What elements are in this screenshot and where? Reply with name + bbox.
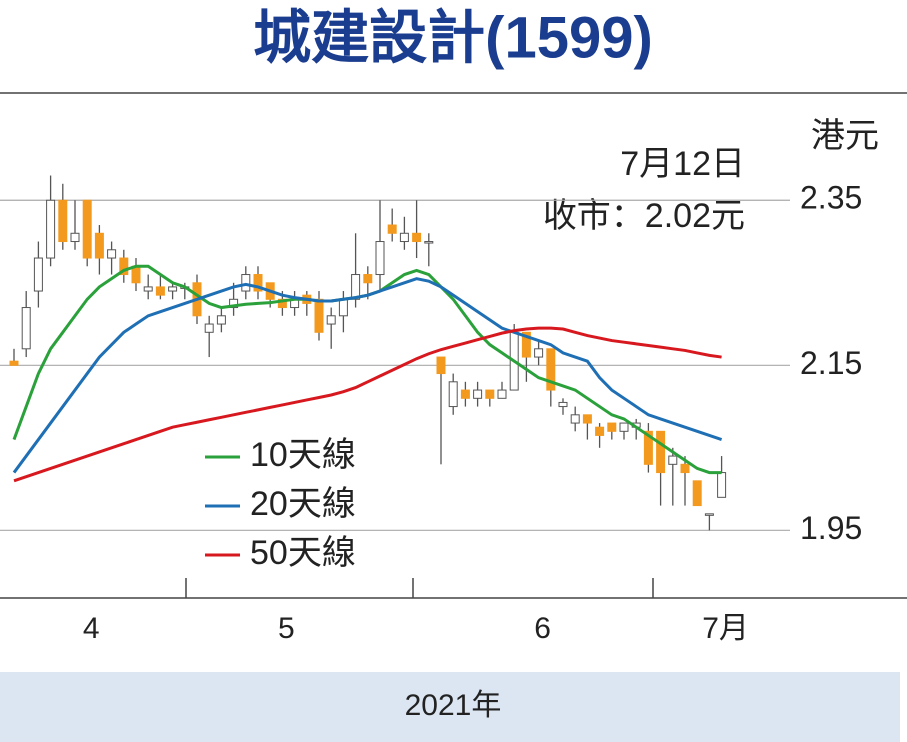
candle-body (570, 414, 580, 424)
candle-body (521, 331, 531, 358)
candle-body (204, 323, 214, 333)
candle-body (717, 472, 727, 498)
candle-body (704, 513, 714, 516)
candle-body (338, 298, 348, 317)
candle-body (607, 422, 617, 432)
candle-body (168, 286, 178, 292)
x-axis-title: 2021年 (405, 689, 502, 722)
footer-band (0, 672, 900, 742)
candle-body (314, 298, 324, 333)
candle-body (216, 315, 226, 325)
ma-line (13, 326, 722, 483)
candle-body (534, 348, 544, 358)
candle-body (46, 199, 56, 259)
candle-body (107, 249, 117, 259)
candle-body (94, 232, 104, 259)
candle-body (546, 348, 556, 391)
candle-body (241, 274, 251, 292)
candle-body (82, 199, 92, 259)
candle-body (485, 389, 495, 399)
candle-body (33, 257, 43, 292)
candle-body (582, 414, 592, 424)
candle-body (473, 389, 483, 399)
ma-line (12, 277, 723, 474)
candle-body (143, 286, 153, 292)
x-tick-label: 4 (83, 612, 100, 645)
candle-body (363, 274, 373, 284)
candle-body (424, 241, 434, 244)
candle-body (448, 381, 458, 408)
candle-body (326, 315, 336, 325)
candle-body (229, 298, 239, 309)
unit-label: 港元 (811, 117, 879, 155)
y-tick-label: 2.35 (800, 180, 862, 216)
candle-body (277, 298, 287, 309)
legend-label: 20天線 (250, 485, 356, 523)
annotation: 收市：2.02元 (543, 197, 745, 235)
candle-body (656, 430, 666, 474)
candle-body (58, 199, 68, 243)
annotation: 7月12日 (620, 145, 745, 183)
candle-body (558, 401, 568, 408)
candle-body (460, 389, 470, 399)
legend-label: 50天線 (250, 534, 356, 572)
candle-body (668, 455, 678, 465)
candle-body (497, 389, 507, 399)
candle-body (119, 257, 129, 276)
candle-body (680, 463, 690, 474)
candle-body (399, 232, 409, 243)
candle-body (253, 274, 263, 292)
chart-title: 城建設計(1599) (253, 5, 653, 70)
candle-body (387, 224, 397, 234)
candle-body (619, 422, 629, 432)
candle-body (375, 241, 385, 276)
y-tick-label: 1.95 (800, 510, 862, 546)
candle-body (70, 232, 80, 243)
candle-body (595, 426, 605, 436)
candle-body (643, 430, 653, 465)
x-tick-label: 7月 (702, 612, 749, 645)
x-tick-label: 6 (534, 612, 551, 645)
legend-label: 10天線 (250, 436, 356, 474)
x-tick-label: 5 (278, 612, 295, 645)
candle-body (155, 286, 165, 296)
candle-body (351, 274, 361, 300)
candle-body (9, 360, 19, 366)
candle-body (692, 480, 702, 507)
y-tick-label: 2.15 (800, 345, 862, 381)
candle-body (436, 356, 446, 375)
candle-body (412, 232, 422, 243)
candle-body (21, 307, 31, 350)
